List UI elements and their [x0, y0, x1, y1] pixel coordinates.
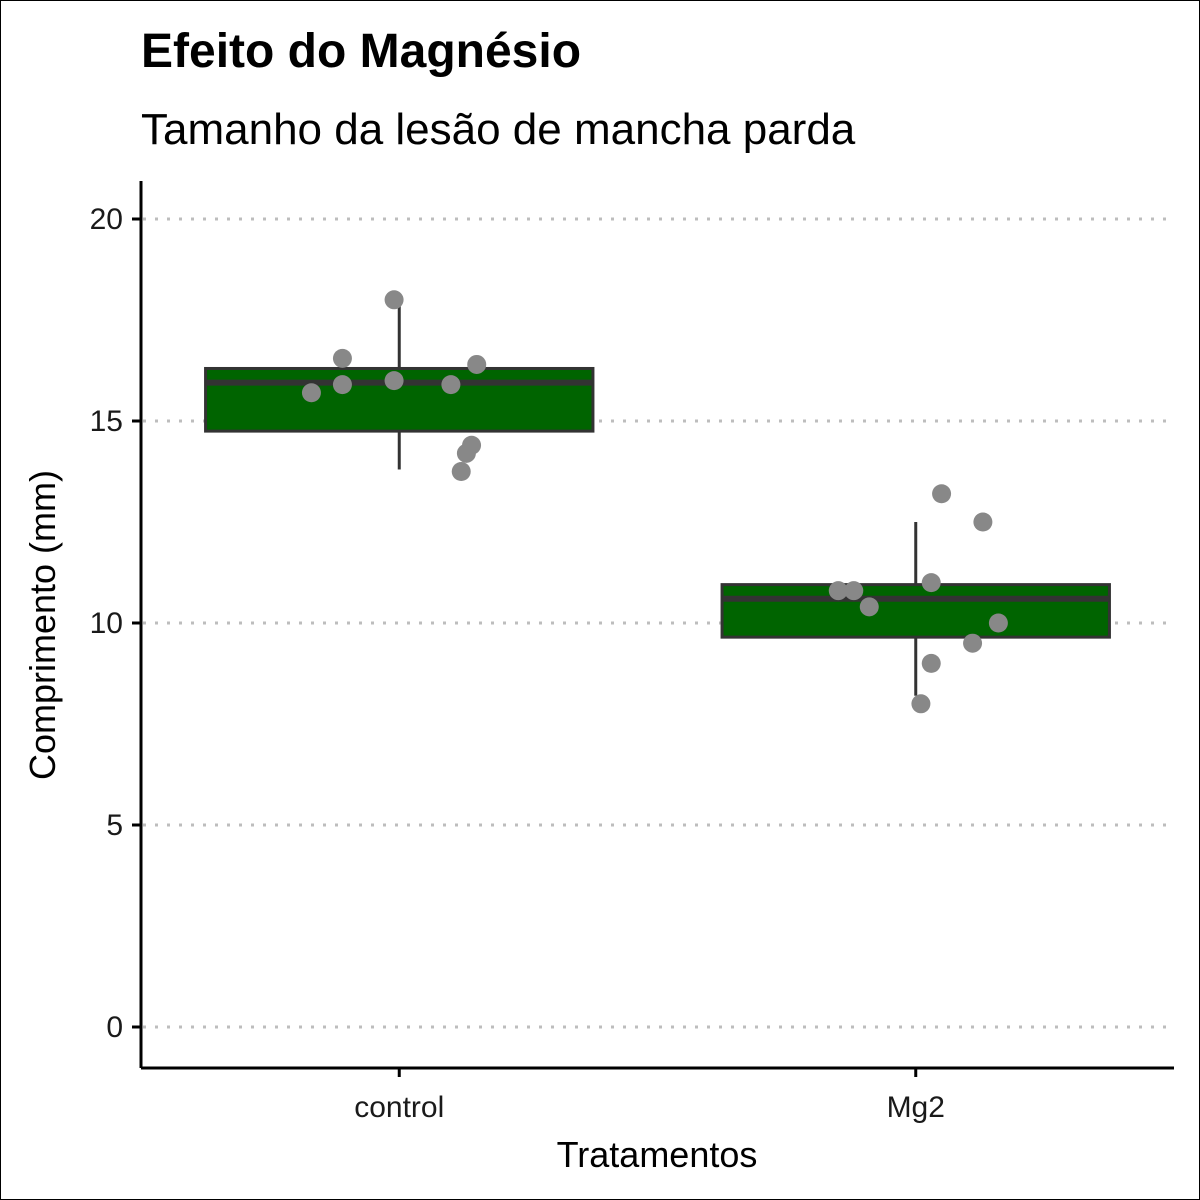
y-tick-label: 5: [106, 809, 123, 842]
data-point: [921, 653, 941, 673]
data-point: [963, 633, 983, 653]
data-point: [844, 581, 864, 601]
data-point: [973, 512, 993, 532]
box-Mg2: [720, 522, 1111, 696]
x-tick-label: Mg2: [887, 1091, 945, 1124]
data-point: [451, 462, 471, 481]
data-point: [332, 375, 352, 395]
iqr-box: [720, 583, 1111, 639]
data-point: [301, 383, 321, 403]
data-point: [441, 375, 461, 395]
data-point: [332, 348, 352, 368]
x-ticks: control Mg2: [354, 1068, 945, 1124]
y-tick-label: 10: [90, 607, 123, 640]
data-point: [988, 613, 1008, 633]
chart-title: Efeito do Magnésio: [141, 25, 581, 78]
chart-subtitle: Tamanho da lesão de mancha parda: [141, 105, 856, 154]
boxes: [204, 303, 1111, 696]
data-point: [932, 484, 952, 504]
data-point: [911, 694, 931, 714]
y-tick-label: 0: [106, 1011, 123, 1044]
data-point: [828, 581, 848, 601]
data-point: [921, 573, 941, 593]
data-point: [456, 443, 476, 463]
data-point: [384, 371, 404, 391]
data-points: [301, 290, 1008, 714]
y-ticks: 0 5 10 15 20: [90, 203, 141, 1044]
y-tick-label: 20: [90, 203, 123, 236]
data-point: [384, 290, 404, 310]
y-axis-label: Comprimento (mm): [22, 470, 63, 780]
data-point: [467, 354, 487, 374]
y-tick-label: 15: [90, 405, 123, 438]
x-axis-label: Tratamentos: [557, 1134, 758, 1175]
x-tick-label: control: [354, 1091, 444, 1124]
data-point: [859, 597, 879, 617]
